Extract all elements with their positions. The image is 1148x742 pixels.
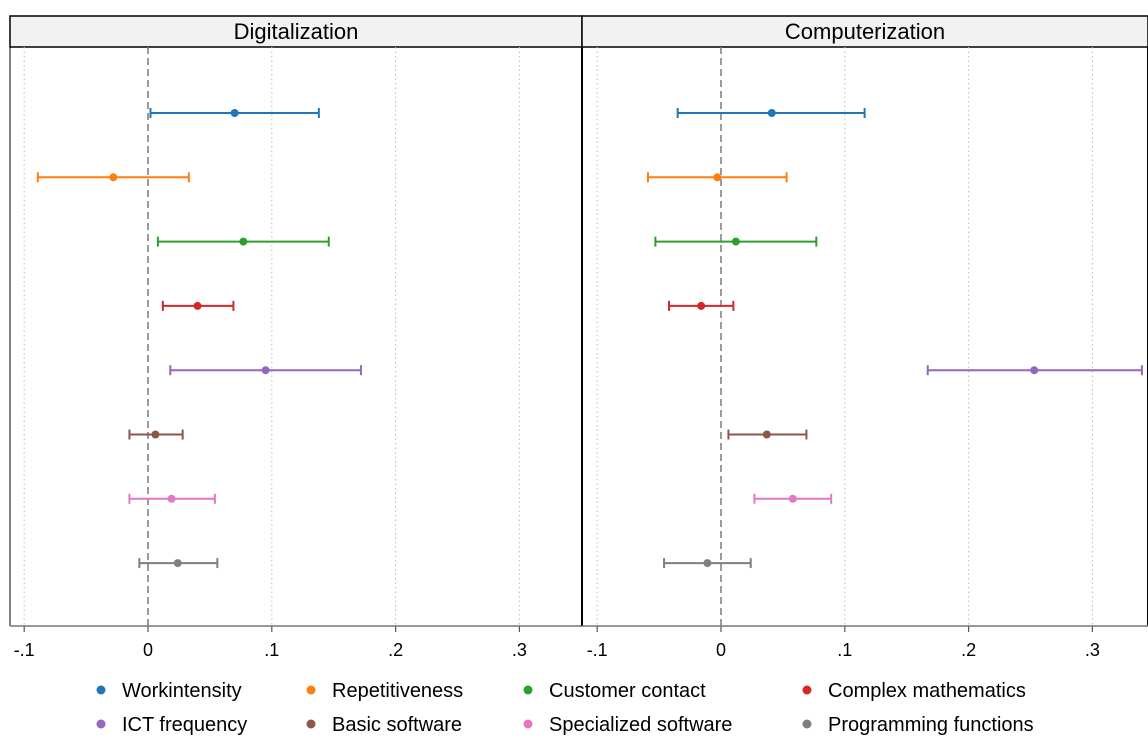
point-estimate [767, 109, 776, 117]
panel-title-digitalization: Digitalization [234, 19, 359, 44]
legend-marker [306, 719, 316, 729]
legend-label: Customer contact [549, 680, 706, 702]
legend-label: Programming functions [828, 714, 1034, 736]
panel-title-computerization: Computerization [785, 19, 945, 44]
x-tick-label: .3 [1085, 640, 1100, 660]
legend: Workintensity Repetitiveness Customer cont… [96, 680, 1034, 736]
point-estimate [703, 559, 712, 568]
point-estimate [261, 366, 270, 375]
x-tick-label: .2 [388, 640, 403, 660]
x-tick-label: .2 [961, 640, 976, 660]
x-tick-label: .3 [512, 640, 527, 660]
legend-marker [523, 685, 533, 695]
x-tick-label: 0 [716, 640, 726, 660]
point-estimate [731, 237, 740, 246]
point-estimate [173, 559, 182, 568]
x-tick-label: -.1 [14, 640, 35, 660]
point-estimate [193, 301, 202, 310]
x-tick-label: .1 [264, 640, 279, 660]
point-estimate [1030, 366, 1039, 375]
point-estimate [239, 237, 248, 246]
point-estimate [788, 494, 797, 503]
legend-marker [802, 719, 812, 729]
point-estimate [230, 109, 239, 117]
point-estimate [109, 173, 118, 182]
legend-marker [306, 685, 316, 695]
panel-computerization: Computerization -.1 0 .1 .2 .3 [581, 15, 1148, 660]
legend-label: Specialized software [549, 714, 732, 736]
panel-header [581, 15, 1148, 48]
legend-marker [802, 685, 812, 695]
legend-label: Workintensity [122, 680, 242, 702]
point-estimate [762, 430, 771, 439]
panel-digitalization: Digitalization -.1 0 .1 .2 .3 [9, 15, 583, 660]
point-estimate [713, 173, 722, 182]
legend-label: Complex mathematics [828, 680, 1026, 702]
point-estimate [167, 494, 176, 503]
point-estimate [151, 430, 160, 439]
legend-marker [96, 685, 106, 695]
legend-marker [523, 719, 533, 729]
legend-label: Repetitiveness [332, 680, 463, 702]
point-estimate [697, 301, 706, 310]
panel-header [9, 15, 583, 48]
legend-label: Basic software [332, 714, 462, 736]
x-tick-label: -.1 [587, 640, 608, 660]
legend-marker [96, 719, 106, 729]
legend-label: ICT frequency [122, 714, 247, 736]
x-tick-label: 0 [143, 640, 153, 660]
x-tick-label: .1 [837, 640, 852, 660]
